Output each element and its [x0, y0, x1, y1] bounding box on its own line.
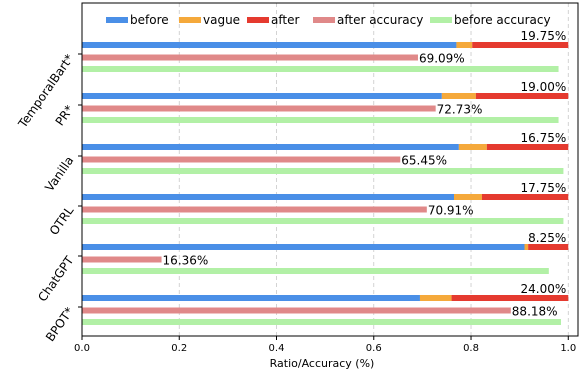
- y-tick-label: OTRL: [47, 203, 77, 237]
- legend-label: after: [271, 13, 299, 27]
- bar-before: [82, 42, 457, 48]
- after-label: 16.75%: [521, 131, 567, 145]
- x-axis-label: Ratio/Accuracy (%): [270, 357, 375, 370]
- x-tick-label: 0.6: [366, 343, 382, 354]
- legend-swatch: [247, 17, 269, 23]
- accuracy-label: 16.36%: [163, 254, 209, 268]
- accuracy-label: 69.09%: [419, 52, 465, 66]
- x-tick-label: 0.0: [74, 343, 90, 354]
- bar-after: [528, 244, 569, 250]
- after-label: 19.75%: [521, 29, 567, 43]
- after-label: 19.00%: [521, 80, 567, 94]
- accuracy-label: 72.73%: [437, 103, 483, 117]
- legend-swatch: [313, 17, 335, 23]
- y-tick-label: Vanilla: [42, 154, 76, 194]
- bar-before: [82, 144, 459, 150]
- bar-after-accuracy: [82, 206, 427, 213]
- bar-after: [481, 194, 569, 200]
- accuracy-label: 70.91%: [428, 204, 474, 218]
- bar-vague: [441, 93, 476, 99]
- bar-after: [475, 93, 569, 99]
- data-labels: 19.75% 69.09% 19.00% 72.73% 16.75% 65.45% 17.7…: [163, 29, 567, 319]
- bar-after-accuracy: [82, 307, 511, 314]
- y-tick-label: PR*: [53, 103, 77, 129]
- legend: before vague after after accuracy before acc…: [106, 13, 551, 27]
- plot-frame: [81, 2, 579, 337]
- x-tick-label: 1.0: [560, 343, 576, 354]
- bar-before-accuracy: [82, 168, 564, 174]
- legend-swatch: [430, 17, 452, 23]
- accuracy-label: 88.18%: [512, 305, 558, 319]
- bar-before: [82, 93, 442, 99]
- bar-after: [472, 42, 569, 48]
- bar-vague: [458, 144, 487, 150]
- bar-vague: [454, 194, 482, 200]
- bar-before-accuracy: [82, 66, 559, 72]
- after-label: 17.75%: [521, 181, 567, 195]
- bar-before: [82, 244, 525, 250]
- bar-before-accuracy: [82, 268, 549, 274]
- after-label: 8.25%: [528, 231, 566, 245]
- legend-label: after accuracy: [337, 13, 423, 27]
- bars: [82, 42, 569, 325]
- bar-vague: [456, 42, 473, 48]
- bar-after: [451, 295, 569, 301]
- x-tick-label: 0.4: [269, 343, 285, 354]
- bar-vague: [419, 295, 452, 301]
- bar-after-accuracy: [82, 256, 162, 263]
- y-tick-label: ChatGPT: [35, 253, 77, 304]
- bar-after: [486, 144, 569, 150]
- x-tick-label: 0.2: [171, 343, 187, 354]
- legend-label: before accuracy: [454, 13, 551, 27]
- bar-before: [82, 194, 454, 200]
- bar-vague: [524, 244, 529, 250]
- legend-swatch: [179, 17, 201, 23]
- legend-label: before: [130, 13, 169, 27]
- bar-after-accuracy: [82, 156, 401, 163]
- bar-after-accuracy: [82, 105, 436, 112]
- x-tick-label: 0.8: [463, 343, 479, 354]
- accuracy-label: 65.45%: [401, 154, 447, 168]
- after-label: 24.00%: [521, 282, 567, 296]
- bar-before-accuracy: [82, 319, 561, 325]
- bar-before-accuracy: [82, 218, 564, 224]
- bar-before-accuracy: [82, 117, 559, 123]
- y-tick-label: BPOT*: [43, 305, 76, 344]
- legend-label: vague: [203, 13, 240, 27]
- bar-before: [82, 295, 420, 301]
- legend-swatch: [106, 17, 128, 23]
- bar-after-accuracy: [82, 54, 418, 61]
